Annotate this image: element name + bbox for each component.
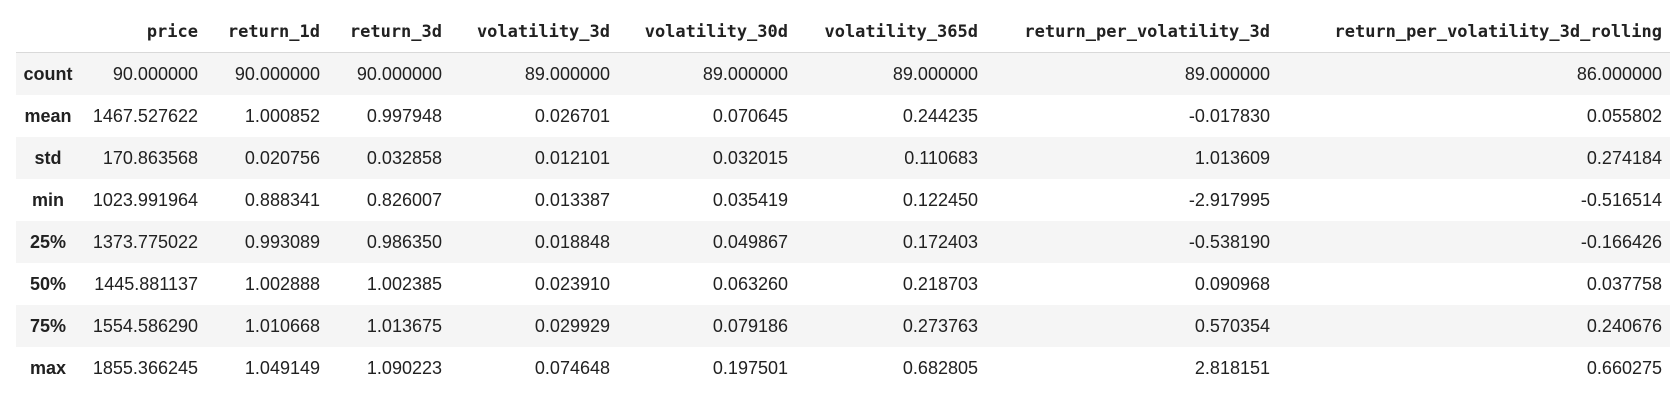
- table-cell: 0.244235: [902, 105, 978, 126]
- table-cell: 0.110683: [904, 147, 978, 168]
- table-cell: 0.660275: [1586, 357, 1662, 378]
- table-cell: 0.037758: [1586, 273, 1662, 294]
- table-cell: 1.010668: [244, 315, 320, 336]
- table-cell: 0.079186: [712, 315, 788, 336]
- row-label: mean: [24, 105, 72, 126]
- table-cell: 0.993089: [244, 231, 320, 252]
- column-header-return-per-volatility-3d-rolling: return_per_volatility_3d_rolling: [1278, 12, 1670, 53]
- table-cell: 0.070645: [712, 105, 788, 126]
- table-cell: 1445.881137: [94, 273, 198, 294]
- table-cell: 1.013609: [1194, 147, 1270, 168]
- table-cell: 0.032858: [366, 147, 442, 168]
- table-body: count 90.000000 90.000000 90.000000 89.00000…: [16, 52, 1670, 389]
- table-cell: 0.122450: [902, 189, 978, 210]
- table-row: 75% 1554.586290 1.010668 1.013675 0.029929 0.…: [16, 305, 1670, 347]
- table-cell: 0.026701: [534, 105, 610, 126]
- table-cell: 0.032015: [712, 147, 788, 168]
- table-cell: 89.000000: [1184, 63, 1270, 84]
- table-cell: 90.000000: [234, 63, 320, 84]
- column-header-return-per-volatility-3d: return_per_volatility_3d: [986, 12, 1278, 53]
- row-label: count: [23, 63, 73, 84]
- column-header-volatility-365d: volatility_365d: [796, 12, 986, 53]
- table-cell: 1.002385: [366, 273, 442, 294]
- table-row: count 90.000000 90.000000 90.000000 89.00000…: [16, 52, 1670, 95]
- table-cell: 0.023910: [534, 273, 610, 294]
- table-cell: 1.000852: [244, 105, 320, 126]
- table-cell: 0.986350: [366, 231, 442, 252]
- table-row: max 1855.366245 1.049149 1.090223 0.074648 0.…: [16, 347, 1670, 389]
- table-row: std 170.863568 0.020756 0.032858 0.012101 0.0…: [16, 137, 1670, 179]
- column-header-volatility-3d: volatility_3d: [450, 12, 618, 53]
- table-row: min 1023.991964 0.888341 0.826007 0.013387 0.…: [16, 179, 1670, 221]
- table-cell: 0.063260: [712, 273, 788, 294]
- dataframe-output: price return_1d return_3d volatility_3d …: [16, 12, 1670, 389]
- index-header: [16, 12, 80, 53]
- row-label: 25%: [29, 231, 67, 252]
- table-row: 50% 1445.881137 1.002888 1.002385 0.023910 0.…: [16, 263, 1670, 305]
- table-row: mean 1467.527622 1.000852 0.997948 0.026701 0…: [16, 95, 1670, 137]
- table-cell: 0.218703: [902, 273, 978, 294]
- table-cell: 90.000000: [356, 63, 442, 84]
- table-cell: 0.826007: [366, 189, 442, 210]
- table-cell: 2.818151: [1194, 357, 1270, 378]
- table-cell: 90.000000: [112, 63, 198, 84]
- table-cell: 0.090968: [1194, 273, 1270, 294]
- table-cell: 0.240676: [1586, 315, 1662, 336]
- table-cell: 1.049149: [244, 357, 320, 378]
- row-label: std: [34, 147, 62, 168]
- header-row: price return_1d return_3d volatility_3d …: [16, 12, 1670, 53]
- table-cell: -0.166426: [1580, 231, 1662, 252]
- table-cell: -0.538190: [1188, 231, 1270, 252]
- table-cell: 89.000000: [892, 63, 978, 84]
- table-cell: 1.002888: [244, 273, 320, 294]
- table-cell: 0.570354: [1194, 315, 1270, 336]
- table-cell: 0.013387: [534, 189, 610, 210]
- column-header-return-1d: return_1d: [206, 12, 328, 53]
- column-header-volatility-30d: volatility_30d: [618, 12, 796, 53]
- table-cell: 0.074648: [534, 357, 610, 378]
- row-label: min: [31, 189, 64, 210]
- table-cell: 0.197501: [712, 357, 788, 378]
- column-header-price: price: [80, 12, 206, 53]
- table-cell: 89.000000: [702, 63, 788, 84]
- table-cell: -0.017830: [1188, 105, 1270, 126]
- table-cell: -2.917995: [1188, 189, 1270, 210]
- row-label: max: [29, 357, 67, 378]
- table-cell: 0.020756: [244, 147, 320, 168]
- table-cell: 0.029929: [534, 315, 610, 336]
- table-cell: 1023.991964: [92, 189, 198, 210]
- describe-table: price return_1d return_3d volatility_3d …: [16, 12, 1670, 389]
- table-cell: 0.018848: [534, 231, 610, 252]
- table-cell: 1855.366245: [92, 357, 198, 378]
- row-label: 75%: [29, 315, 67, 336]
- table-cell: -0.516514: [1580, 189, 1662, 210]
- table-cell: 86.000000: [1576, 63, 1662, 84]
- table-cell: 1373.775022: [92, 231, 198, 252]
- column-header-return-3d: return_3d: [328, 12, 450, 53]
- table-cell: 170.863568: [102, 147, 198, 168]
- row-label: 50%: [29, 273, 67, 294]
- table-cell: 1.090223: [366, 357, 442, 378]
- table-cell: 0.273763: [902, 315, 978, 336]
- table-cell: 0.274184: [1586, 147, 1662, 168]
- table-cell: 0.172403: [902, 231, 978, 252]
- table-cell: 1467.527622: [92, 105, 198, 126]
- table-row: 25% 1373.775022 0.993089 0.986350 0.018848 0.…: [16, 221, 1670, 263]
- table-cell: 0.682805: [902, 357, 978, 378]
- table-cell: 0.035419: [712, 189, 788, 210]
- table-cell: 1.013675: [366, 315, 442, 336]
- table-cell: 1554.586290: [92, 315, 198, 336]
- table-cell: 0.049867: [712, 231, 788, 252]
- table-cell: 0.012101: [534, 147, 610, 168]
- table-cell: 0.888341: [244, 189, 320, 210]
- table-cell: 0.055802: [1586, 105, 1662, 126]
- table-cell: 89.000000: [524, 63, 610, 84]
- table-cell: 0.997948: [366, 105, 442, 126]
